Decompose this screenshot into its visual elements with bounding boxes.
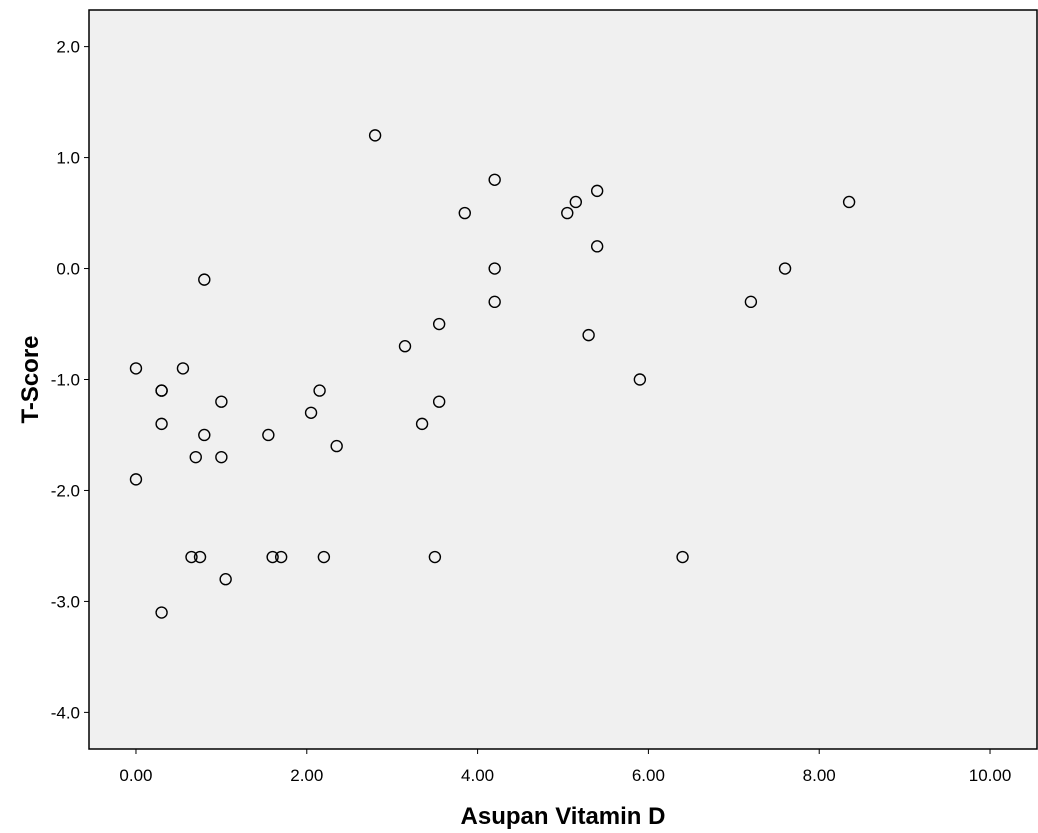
x-tick-label: 6.00 [632,766,665,785]
x-axis-label: Asupan Vitamin D [461,803,666,830]
data-point [274,550,288,564]
x-tick-label: 10.00 [969,766,1012,785]
data-point [215,395,228,408]
data-point [262,428,275,442]
y-axis-label: T-Score [17,335,44,423]
data-point [129,362,143,375]
data-point [176,362,190,375]
data-point [561,206,574,220]
data-point [488,173,501,186]
x-tick-label: 8.00 [803,766,836,785]
y-axis-ticks: 2.0 1.0 0.0 -1.0 -2.0 -3.0 -4.0 [51,38,89,722]
data-point [428,550,442,564]
data-point [129,473,143,486]
data-point [330,439,343,453]
x-axis-ticks: 0.00 2.00 4.00 6.00 8.00 10.00 [119,749,1011,785]
y-tick-label: -1.0 [51,371,80,390]
data-point [198,273,211,286]
y-tick-label: -2.0 [51,481,80,500]
plot-area [88,9,1038,750]
data-point [189,450,202,464]
data-point [313,384,326,397]
data-point [215,450,228,464]
x-tick-label: 0.00 [119,766,152,785]
data-points [129,129,856,619]
data-point [198,428,211,442]
data-point [155,606,168,619]
y-tick-label: -4.0 [51,703,80,722]
data-point [676,550,689,564]
data-point [458,206,471,220]
data-point [432,395,446,408]
data-point [415,417,429,431]
data-point [582,328,595,342]
data-point [778,262,792,275]
data-point [368,129,382,142]
data-point [317,550,331,564]
y-tick-label: 0.0 [56,260,80,279]
data-point [633,373,647,386]
data-point [266,550,279,564]
data-point [155,384,168,397]
y-tick-label: 2.0 [56,38,80,57]
data-point [488,295,501,309]
data-point [569,195,583,209]
data-point [398,340,412,353]
x-tick-label: 2.00 [290,766,323,785]
data-point [488,262,501,275]
y-tick-label: -3.0 [51,592,80,611]
x-tick-label: 4.00 [461,766,494,785]
data-point [193,550,207,564]
data-point [155,417,168,431]
data-point [304,406,318,419]
data-point [219,573,232,586]
data-point [842,195,856,209]
y-tick-label: 1.0 [56,149,80,168]
data-point [432,317,446,331]
data-point [590,240,604,253]
data-point [185,550,198,564]
data-point [744,295,758,309]
data-point [590,184,604,198]
